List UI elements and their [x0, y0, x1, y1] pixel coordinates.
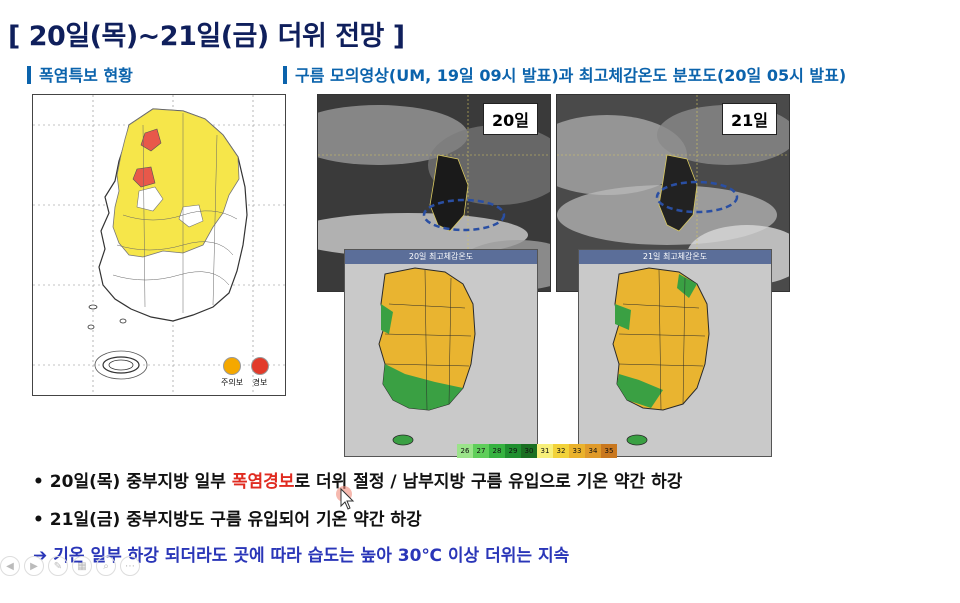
advisory-dot-icon — [223, 357, 242, 375]
bullet-20-pre: 20일(목) 중부지방 일부 — [49, 472, 232, 492]
section-bar — [283, 66, 287, 84]
heatwave-status-heading: 폭염특보 현황 — [27, 62, 133, 86]
bullet-21: • 21일(금) 중부지방도 구름 유입되어 기온 약간 하강 — [33, 510, 422, 530]
colorbar-cell: 26 — [457, 444, 473, 458]
next-icon[interactable]: ▶ — [24, 556, 44, 576]
page-title: [ 20일(목)~21일(금) 더위 전망 ] — [8, 21, 405, 52]
bullet-21-text: 21일(금) 중부지방도 구름 유입되어 기온 약간 하강 — [49, 510, 422, 530]
inset-title-21: 21일 최고체감온도 — [579, 250, 771, 264]
colorbar-cell: 29 — [505, 444, 521, 458]
section-bar — [27, 66, 31, 84]
cloud-simulation-heading: 구름 모의영상(UM, 19일 09시 발표)과 최고체감온도 분포도(20일 … — [283, 62, 846, 86]
advisory-legend: 주의보 — [221, 357, 243, 388]
colorbar-cell: 27 — [473, 444, 489, 458]
temp-map-21-graphic — [579, 264, 771, 456]
presentation-toolbar: ◀ ▶ ✎ ▦ ⌕ ⋯ — [0, 556, 140, 576]
colorbar-cell: 35 — [601, 444, 617, 458]
heat-warning-highlight: 폭염경보 — [231, 472, 295, 492]
colorbar-cell: 34 — [585, 444, 601, 458]
heat-advisory-map: 주의보 경보 — [32, 94, 286, 396]
warning-label: 경보 — [252, 378, 268, 387]
heatwave-status-label: 폭염특보 현황 — [39, 66, 133, 85]
advisory-label: 주의보 — [221, 378, 244, 387]
mouse-cursor-icon — [336, 486, 362, 516]
colorbar-cell: 31 — [537, 444, 553, 458]
cursor-graphic — [336, 486, 355, 510]
cloud-simulation-label: 구름 모의영상(UM, 19일 09시 발표)과 최고체감온도 분포도(20일 … — [295, 66, 847, 85]
korea-advisory-map-graphic — [33, 95, 285, 395]
feels-like-temp-map-20: 20일 최고체감온도 — [344, 249, 538, 457]
day-badge-21: 21일 — [722, 103, 777, 135]
colorbar-cell: 32 — [553, 444, 569, 458]
zoom-icon[interactable]: ⌕ — [96, 556, 116, 576]
temp-map-20-graphic — [345, 264, 537, 456]
bullet-20-post: 로 더위 절정 / 남부지방 구름 유입으로 기온 약간 하강 — [294, 472, 683, 492]
colorbar-cell: 28 — [489, 444, 505, 458]
warning-dot-icon — [251, 357, 269, 375]
pen-icon[interactable]: ✎ — [48, 556, 68, 576]
inset-title-20: 20일 최고체감온도 — [345, 250, 537, 264]
warning-legend: 경보 — [251, 357, 269, 388]
more-icon[interactable]: ⋯ — [120, 556, 140, 576]
colorbar-cell: 30 — [521, 444, 537, 458]
slides-icon[interactable]: ▦ — [72, 556, 92, 576]
summary-text: 기온 일부 하강 되더라도 곳에 따라 습도는 높아 30℃ 이상 더위는 지속 — [53, 546, 570, 566]
temperature-colorbar: 26 27 28 29 30 31 32 33 34 35 — [457, 444, 617, 458]
bullet-20: • 20일(목) 중부지방 일부 폭염경보로 더위 절정 / 남부지방 구름 유… — [33, 472, 683, 492]
prev-icon[interactable]: ◀ — [0, 556, 20, 576]
day-badge-20: 20일 — [483, 103, 538, 135]
colorbar-cell: 33 — [569, 444, 585, 458]
feels-like-temp-map-21: 21일 최고체감온도 — [578, 249, 772, 457]
